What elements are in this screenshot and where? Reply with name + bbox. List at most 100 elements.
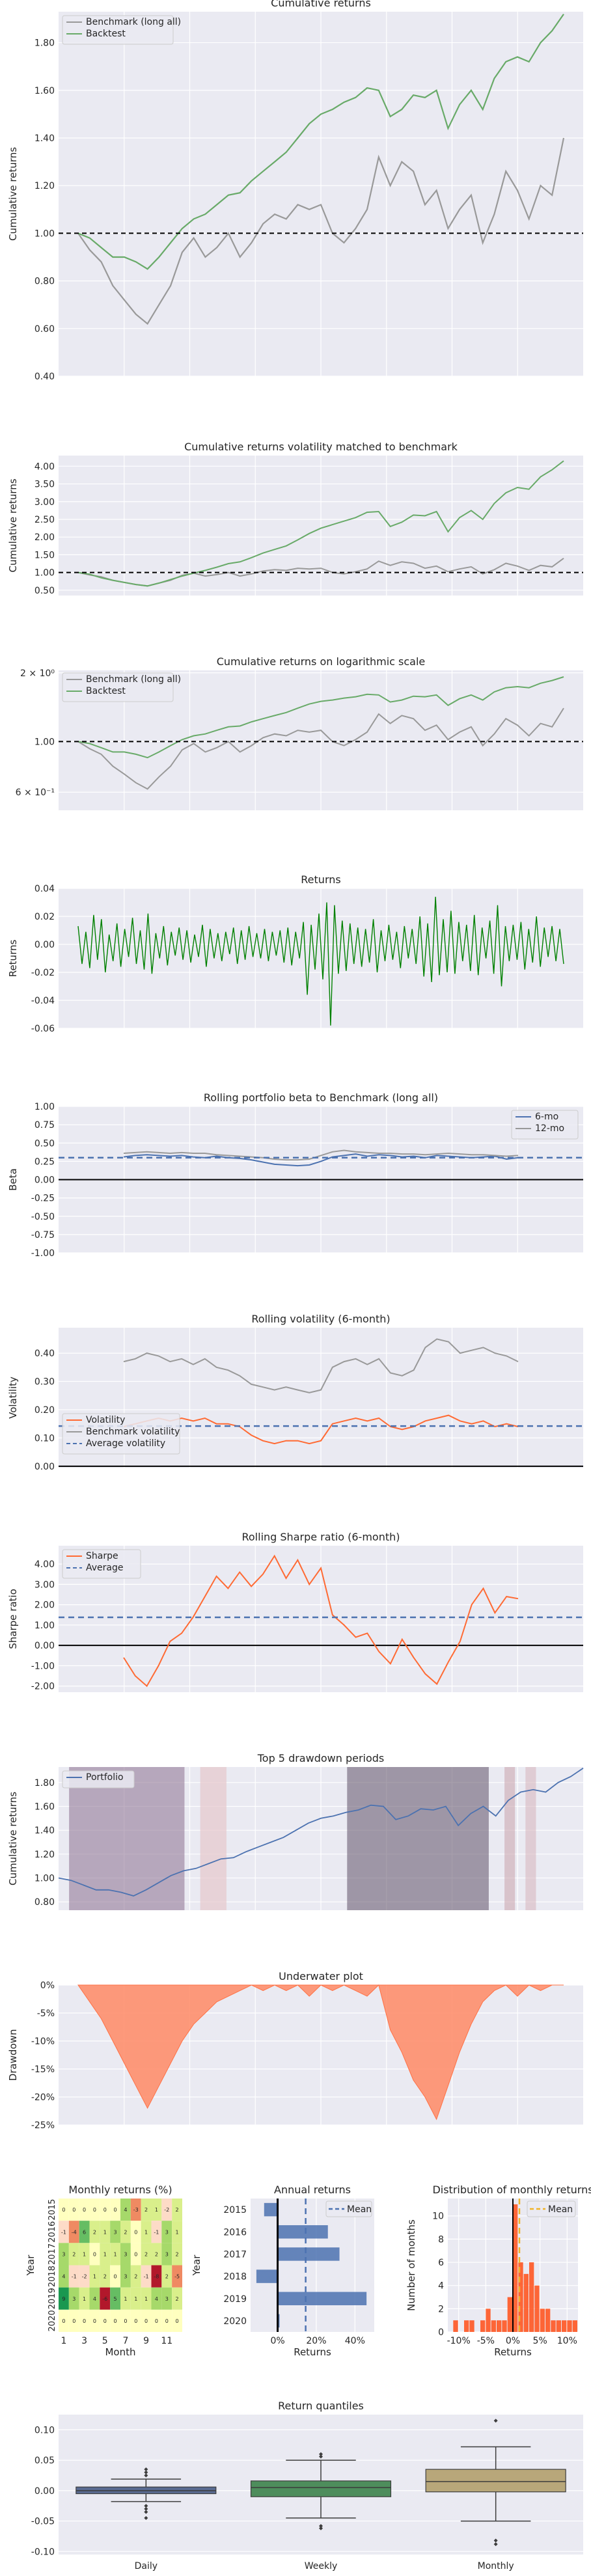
- heatmap-cell: [151, 2243, 162, 2266]
- y-tick-label: 0.00: [34, 1175, 55, 1186]
- y-tick-label: 0%: [40, 1980, 55, 1991]
- series-line: [58, 1768, 584, 1897]
- series-line: [123, 1414, 519, 1445]
- heatmap-value: 2: [93, 2229, 96, 2235]
- y-tick-label: 1.00: [34, 1102, 55, 1112]
- heatmap-value: 9: [62, 2296, 65, 2302]
- heatmap-value: 4: [124, 2207, 127, 2213]
- heatmap-cell: [68, 2199, 79, 2221]
- legend-label: Benchmark volatility: [86, 1427, 180, 1437]
- y-tick-label: 1.00: [34, 1621, 55, 1631]
- y-tick-label: 0.00: [34, 1641, 55, 1651]
- y-tick-label: 1.00: [34, 568, 55, 579]
- drawdown-span: [525, 1767, 536, 1910]
- heatmap-cell: [79, 2265, 90, 2288]
- histogram-bar: [540, 2309, 545, 2332]
- heatmap-value: 1: [144, 2229, 148, 2235]
- legend: Benchmark (long all)Backtest: [62, 15, 181, 45]
- histogram-bar: [545, 2309, 551, 2332]
- heatmap-value: 0: [114, 2207, 117, 2213]
- heatmap-cell: [120, 2243, 131, 2266]
- heatmap-cell: [161, 2265, 172, 2288]
- heatmap-value: 0: [93, 2251, 96, 2257]
- quantile-box: [425, 2469, 566, 2493]
- year-tick-label: 2016: [48, 2221, 57, 2243]
- y-tick-label: 0.50: [34, 586, 55, 596]
- y-tick-label: -0.04: [31, 996, 55, 1006]
- x-tick-label: -5%: [477, 2336, 495, 2346]
- heatmap-cell: [68, 2309, 79, 2332]
- legend: Benchmark (long all)Backtest: [62, 672, 181, 702]
- y-tick-label: 4.00: [34, 461, 55, 472]
- heatmap-cell: [79, 2287, 90, 2310]
- heatmap-cell: [79, 2309, 90, 2332]
- legend-label: 6-mo: [535, 1112, 558, 1122]
- heatmap-value: 1: [176, 2229, 179, 2235]
- y-axis-label: Drawdown: [7, 2029, 19, 2081]
- month-tick-label: 5: [102, 2336, 108, 2346]
- histogram-bar: [513, 2204, 518, 2332]
- y-tick-label: -0.02: [31, 968, 55, 978]
- heatmap-cell: [151, 2265, 162, 2288]
- heatmap-cell: [79, 2243, 90, 2266]
- x-tick-label: 40%: [345, 2336, 365, 2346]
- heatmap-cell: [68, 2243, 79, 2266]
- heatmap-cell: [161, 2287, 172, 2310]
- annual-bar: [277, 2247, 340, 2261]
- series-line: [123, 1554, 519, 1688]
- heatmap-cell: [59, 2309, 69, 2332]
- year-tick-label: 2017: [48, 2243, 57, 2265]
- y-tick-label: -0.06: [31, 1024, 55, 1034]
- chart-rolling-volatility: Rolling volatility (6-month) 0.40 0.30 0.20…: [7, 1313, 583, 1472]
- heatmap-value: 1: [114, 2251, 117, 2257]
- heatmap-cell: [89, 2243, 100, 2266]
- heatmap-value: 3: [165, 2296, 169, 2302]
- y-tick-label: 1.60: [34, 86, 55, 96]
- chart-title: Annual returns: [274, 2184, 351, 2196]
- y-tick-label: -1.00: [31, 1661, 55, 1671]
- heatmap-value: 6: [83, 2229, 86, 2235]
- heatmap-value: 2: [165, 2274, 169, 2280]
- heatmap-value: 2: [176, 2296, 179, 2302]
- histogram-bar: [523, 2273, 529, 2332]
- y-tick-label: 1.20: [34, 181, 55, 191]
- chart-return-quantiles: Daily Weekly Monthly Return quantiles 0.10 0.…: [31, 2400, 583, 2571]
- x-tick-label: -10%: [447, 2336, 471, 2346]
- chart-monthly-distribution: Distribution of monthly returns 0 2 4 6 8 10 -1…: [405, 2184, 591, 2358]
- heatmap-value: -1: [61, 2229, 66, 2235]
- year-tick-label: 2018: [223, 2272, 247, 2282]
- histogram-bar: [453, 2320, 458, 2332]
- y-tick-label: 1.00: [34, 737, 55, 747]
- heatmap-cell: [130, 2309, 141, 2332]
- outlier-marker: [144, 2510, 148, 2514]
- y-tick-label: 4: [438, 2281, 444, 2292]
- legend-label: Backtest: [86, 29, 126, 39]
- heatmap-cell: [172, 2221, 182, 2243]
- heatmap-value: 0: [72, 2207, 76, 2213]
- heatmap-cell: [141, 2199, 152, 2221]
- heatmap-value: 4: [155, 2296, 158, 2302]
- heatmap-value: 2: [124, 2229, 127, 2235]
- y-tick-label: -0.05: [31, 2517, 55, 2527]
- heatmap-value: 1: [134, 2296, 137, 2302]
- legend-label: Sharpe: [86, 1551, 118, 1561]
- histogram-bar: [518, 2262, 523, 2332]
- heatmap-cell: [172, 2309, 182, 2332]
- heatmap-cell: [79, 2221, 90, 2243]
- heatmap-cell: [100, 2265, 111, 2288]
- heatmap-value: -4: [72, 2229, 77, 2235]
- chart-cumulative-returns: Cumulative returns 0.40 0.60 0.80 1.00 1.20 1.…: [7, 0, 583, 382]
- heatmap-cell: [68, 2287, 79, 2310]
- heatmap-value: -1: [144, 2274, 149, 2280]
- histogram-bar: [567, 2320, 572, 2332]
- y-tick-label: 0.30: [34, 1377, 55, 1388]
- y-tick-label: 0.75: [34, 1120, 55, 1130]
- heatmap-cell: [151, 2221, 162, 2243]
- heatmap-value: 5: [114, 2296, 117, 2302]
- chart-title: Cumulative returns volatility matched to…: [184, 441, 458, 453]
- y-tick-label: 1.80: [34, 38, 55, 49]
- month-tick-label: 11: [161, 2336, 172, 2346]
- heatmap-value: -2: [82, 2274, 87, 2280]
- y-tick-label: 0.40: [34, 1349, 55, 1359]
- y-tick-label: 1.20: [34, 1850, 55, 1860]
